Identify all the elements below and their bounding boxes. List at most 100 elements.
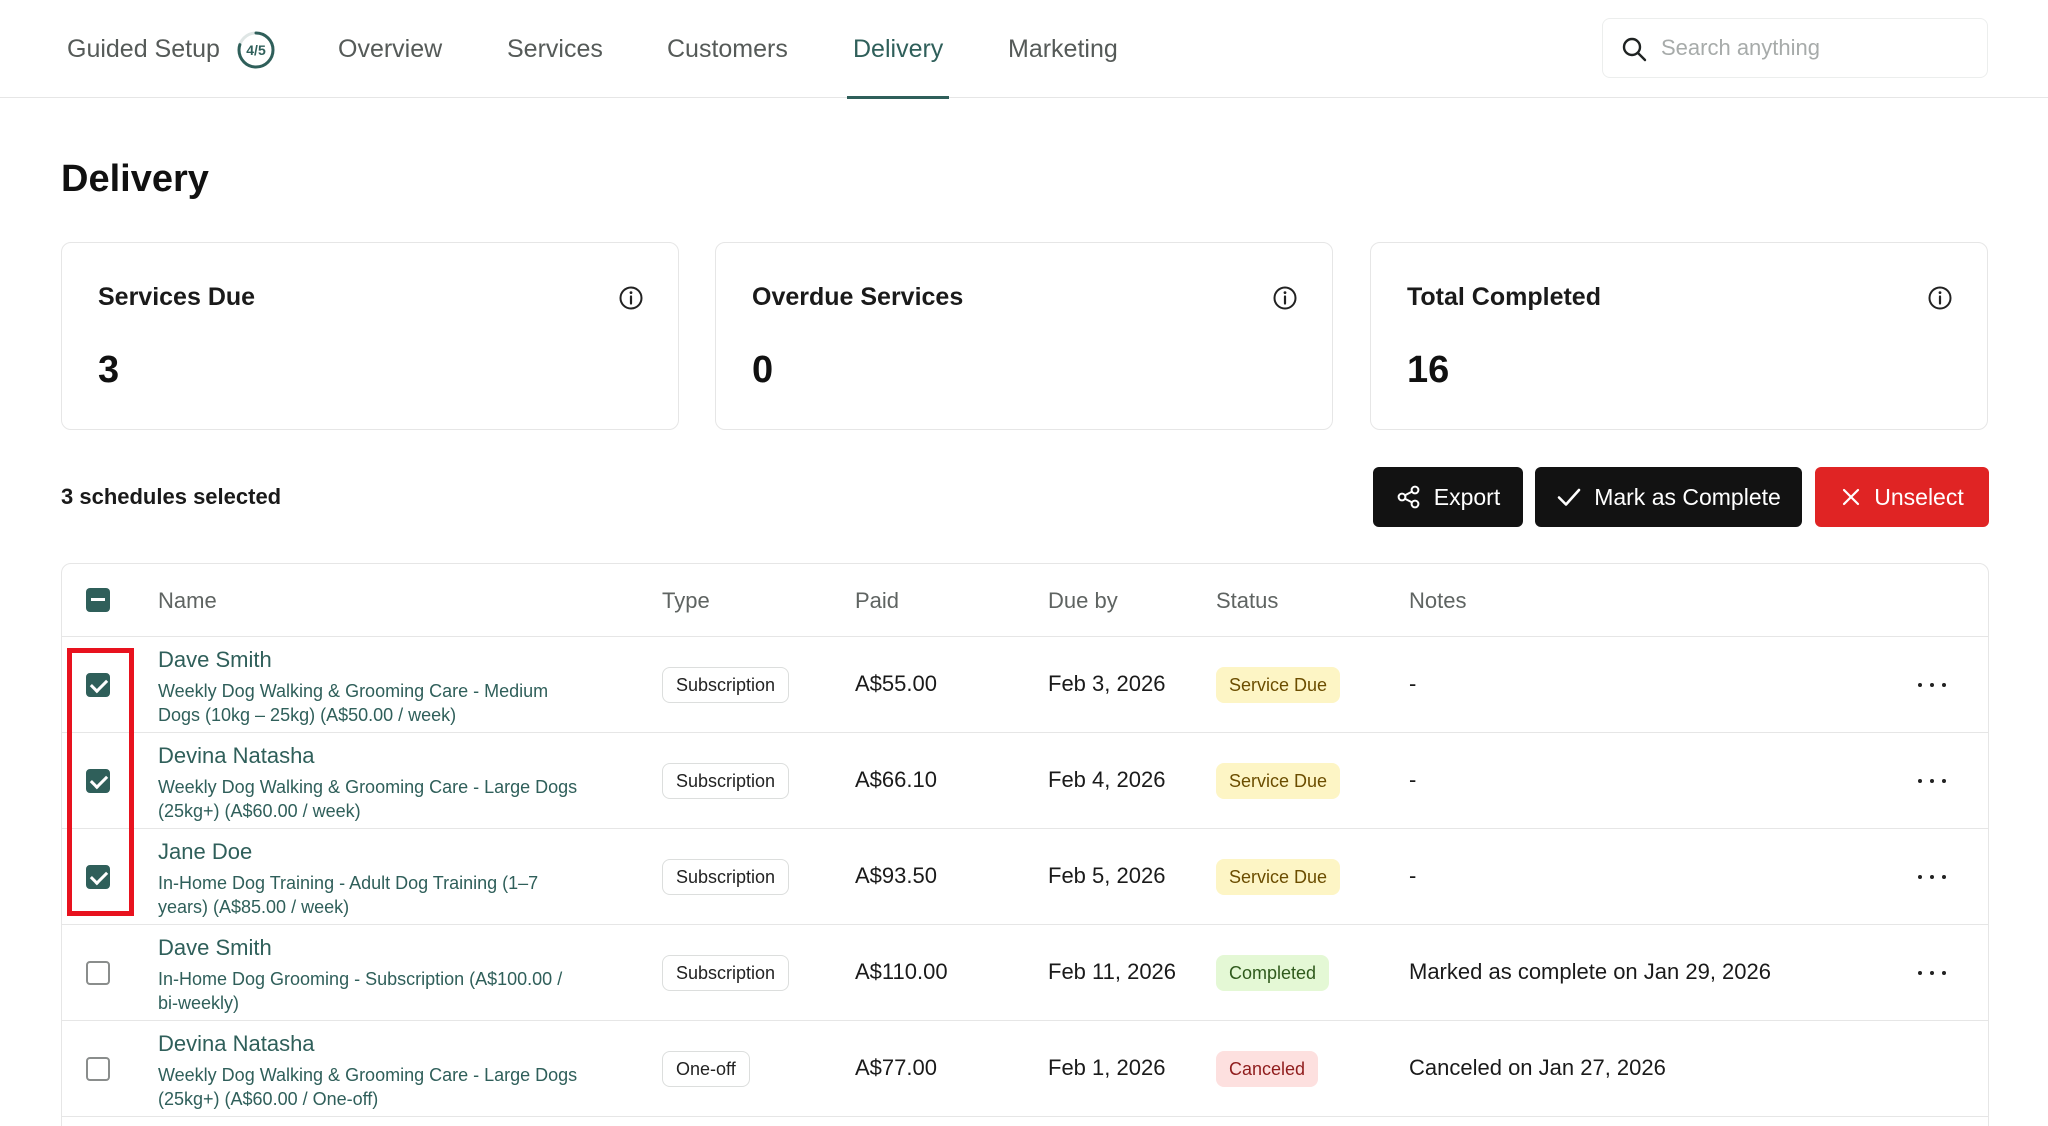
notes: - [1409, 671, 1417, 696]
tab-marketing[interactable]: Marketing [1008, 0, 1118, 98]
more-options-icon[interactable] [1914, 955, 1950, 991]
status-badge: Canceled [1216, 1051, 1319, 1087]
more-options-icon[interactable] [1914, 763, 1950, 799]
due-date: Feb 4, 2026 [1048, 767, 1166, 792]
type-badge: Subscription [662, 859, 790, 895]
stat-label: Total Completed [1407, 283, 1601, 311]
type-badge: Subscription [662, 955, 790, 991]
status-badge: Service Due [1216, 763, 1341, 799]
status-badge: Completed [1216, 955, 1330, 991]
column-header-due-by[interactable]: Due by [1048, 588, 1118, 613]
export-button[interactable]: Export [1373, 467, 1523, 527]
stat-label: Overdue Services [752, 283, 964, 311]
select-all-checkbox[interactable] [86, 588, 110, 612]
schedules-table: Name Type Paid Due by Status Notes Dave … [61, 563, 1989, 1126]
table-row[interactable]: Dave Smith In-Home Dog Grooming - Subscr… [62, 925, 1988, 1021]
service-description: In-Home Dog Training - Adult Dog Trainin… [158, 871, 618, 919]
top-navigation: Guided Setup 4/5 Overview Services Custo… [0, 0, 2048, 99]
type-badge: Subscription [662, 667, 790, 703]
stat-value: 3 [98, 349, 120, 391]
paid-amount: A$66.10 [855, 767, 937, 792]
service-description-line: years) (A$85.00 / week) [158, 897, 350, 917]
progress-ring-icon [237, 31, 275, 69]
service-description-line: Weekly Dog Walking & Grooming Care - Med… [158, 681, 549, 701]
customer-name[interactable]: Jane Doe [158, 839, 253, 864]
row-checkbox[interactable] [86, 673, 110, 697]
table-header: Name Type Paid Due by Status Notes [62, 564, 1988, 637]
export-button-label: Export [1433, 483, 1501, 510]
info-icon[interactable] [1927, 285, 1953, 311]
tab-customers[interactable]: Customers [667, 0, 788, 98]
row-checkbox[interactable] [86, 865, 110, 889]
unselect-button[interactable]: Unselect [1815, 467, 1989, 527]
row-checkbox[interactable] [86, 1057, 110, 1081]
tab-delivery[interactable]: Delivery [846, 0, 950, 99]
more-options-icon[interactable] [1914, 859, 1950, 895]
table-row[interactable]: Dave Smith Weekly Dog Walking & Grooming… [62, 637, 1988, 733]
customer-name[interactable]: Devina Natasha [158, 743, 315, 768]
selection-count: 3 schedules selected [61, 484, 282, 509]
status-badge: Service Due [1216, 859, 1341, 895]
notes: Marked as complete on Jan 29, 2026 [1409, 959, 1772, 984]
due-date: Feb 11, 2026 [1048, 959, 1177, 984]
service-description: In-Home Dog Grooming - Subscription (A$1… [158, 967, 618, 1015]
column-header-notes[interactable]: Notes [1409, 588, 1467, 613]
info-icon[interactable] [1272, 285, 1298, 311]
info-icon[interactable] [618, 285, 644, 311]
search-icon [1622, 37, 1647, 62]
service-description: Weekly Dog Walking & Grooming Care - Lar… [158, 1063, 618, 1111]
stat-card-total-completed: Total Completed 16 [1370, 242, 1988, 430]
page-title: Delivery [61, 158, 209, 200]
service-description-line: (25kg+) (A$60.00 / week) [158, 801, 361, 821]
service-description: Weekly Dog Walking & Grooming Care - Lar… [158, 775, 618, 823]
service-description-line: Dogs (10kg – 25kg) (A$50.00 / week) [158, 705, 457, 725]
due-date: Feb 3, 2026 [1048, 671, 1166, 696]
service-description-line: Weekly Dog Walking & Grooming Care - Lar… [158, 1065, 578, 1085]
search-input[interactable] [1661, 29, 1971, 67]
customer-name[interactable]: Dave Smith [158, 647, 272, 672]
stat-value: 16 [1407, 349, 1450, 391]
column-header-name[interactable]: Name [158, 588, 217, 613]
row-checkbox[interactable] [86, 961, 110, 985]
type-badge: One-off [662, 1051, 750, 1087]
table-row[interactable]: Devina Natasha Weekly Dog Walking & Groo… [62, 1021, 1988, 1117]
service-description-line: In-Home Dog Grooming - Subscription (A$1… [158, 969, 563, 989]
close-icon [1843, 488, 1860, 506]
service-description-line: bi-weekly) [158, 993, 240, 1013]
search-box[interactable] [1602, 18, 1988, 78]
tab-overview[interactable]: Overview [338, 0, 442, 98]
column-header-type[interactable]: Type [662, 588, 710, 613]
table-row[interactable]: Jane Doe In-Home Dog Training - Adult Do… [62, 829, 1988, 925]
paid-amount: A$93.50 [855, 863, 937, 888]
customer-name[interactable]: Dave Smith [158, 935, 272, 960]
column-header-status[interactable]: Status [1216, 588, 1279, 613]
tab-delivery-label: Delivery [853, 35, 944, 63]
row-checkbox[interactable] [86, 769, 110, 793]
status-badge: Service Due [1216, 667, 1341, 703]
stat-value: 0 [752, 349, 774, 391]
mark-as-complete-button[interactable]: Mark as Complete [1535, 467, 1802, 527]
notes: Canceled on Jan 27, 2026 [1409, 1055, 1666, 1080]
mark-as-complete-label: Mark as Complete [1594, 483, 1781, 510]
share-icon [1397, 485, 1420, 509]
service-description-line: In-Home Dog Training - Adult Dog Trainin… [158, 873, 539, 893]
stat-card-overdue-services: Overdue Services 0 [715, 242, 1333, 430]
more-options-icon[interactable] [1914, 667, 1950, 703]
column-header-paid[interactable]: Paid [855, 588, 900, 613]
guided-setup-progress-ring[interactable]: 4/5 [236, 30, 276, 70]
tab-services-label: Services [507, 35, 603, 63]
nav-guided-setup[interactable]: Guided Setup [67, 0, 220, 98]
paid-amount: A$77.00 [855, 1055, 937, 1080]
due-date: Feb 5, 2026 [1048, 863, 1166, 888]
stat-card-services-due: Services Due 3 [61, 242, 679, 430]
guided-setup-progress-text: 4/5 [246, 42, 266, 58]
tab-overview-label: Overview [338, 35, 443, 63]
tab-services[interactable]: Services [507, 0, 603, 98]
customer-name[interactable]: Devina Natasha [158, 1031, 315, 1056]
due-date: Feb 1, 2026 [1048, 1055, 1166, 1080]
type-badge: Subscription [662, 763, 790, 799]
tab-marketing-label: Marketing [1008, 35, 1118, 63]
table-row[interactable]: Devina Natasha Weekly Dog Walking & Groo… [62, 733, 1988, 829]
service-description-line: (25kg+) (A$60.00 / One-off) [158, 1089, 379, 1109]
paid-amount: A$55.00 [855, 671, 937, 696]
